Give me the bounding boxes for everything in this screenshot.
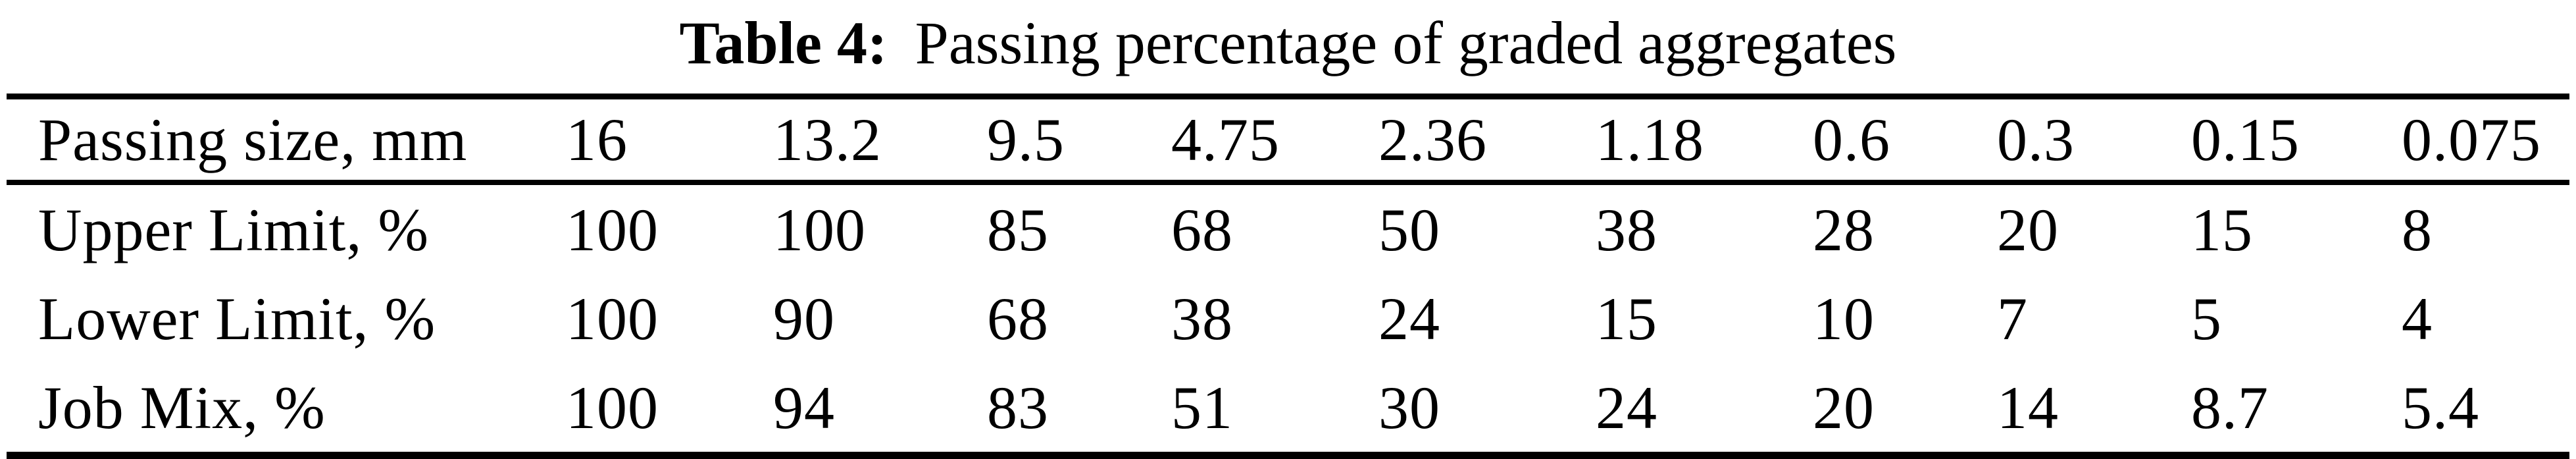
value-cell: 20 — [1997, 196, 2059, 263]
value-cell: 51 — [1171, 373, 1233, 441]
value-cell: 8 — [2402, 196, 2433, 263]
header-row-passing-size: Passing size, mm 16 13.2 9.5 4.75 2.36 1… — [7, 96, 2569, 185]
value-cell: 30 — [1378, 373, 1440, 441]
value-cell: 8.7 — [2191, 373, 2269, 441]
value-cell: 28 — [1813, 196, 1875, 263]
row-label: Lower Limit, % — [38, 284, 436, 352]
table-caption-text: Passing percentage of graded aggregates — [915, 9, 1897, 76]
value-cell: 5 — [2191, 284, 2222, 352]
row-label: Job Mix, % — [38, 373, 326, 441]
value-cell: 38 — [1596, 196, 1657, 263]
header-value-cell: 0.6 — [1813, 96, 1997, 185]
table-caption-number: Table 4: — [679, 9, 888, 76]
value-cell: 100 — [566, 196, 659, 263]
value-cell: 68 — [1171, 196, 1233, 263]
table-caption: Table 4: Passing percentage of graded agg… — [0, 0, 2576, 94]
table-row-upper-limit: Upper Limit, % 100 100 85 68 50 38 28 20… — [7, 182, 2569, 274]
value-cell: 83 — [987, 373, 1049, 441]
header-value-cell: 16 — [566, 96, 773, 185]
value-cell: 68 — [987, 284, 1049, 352]
value-cell: 24 — [1378, 284, 1440, 352]
value-cell: 14 — [1997, 373, 2059, 441]
value-cell: 50 — [1378, 196, 1440, 263]
header-value-cell: 0.075 — [2402, 96, 2569, 185]
value-cell: 100 — [773, 196, 866, 263]
header-value-cell: 0.3 — [1997, 96, 2191, 185]
header-value-cell: 13.2 — [773, 96, 987, 185]
value-cell: 24 — [1596, 373, 1657, 441]
value-cell: 85 — [987, 196, 1049, 263]
header-value-cell: 9.5 — [987, 96, 1171, 185]
value-cell: 15 — [2191, 196, 2253, 263]
value-cell: 4 — [2402, 284, 2433, 352]
value-cell: 100 — [566, 284, 659, 352]
value-cell: 100 — [566, 373, 659, 441]
value-cell: 20 — [1813, 373, 1875, 441]
value-cell: 38 — [1171, 284, 1233, 352]
row-label: Upper Limit, % — [38, 196, 429, 263]
value-cell: 15 — [1596, 284, 1657, 352]
table-row-job-mix: Job Mix, % 100 94 83 51 30 24 20 14 8.7 … — [7, 363, 2569, 456]
value-cell: 7 — [1997, 284, 2028, 352]
header-value-cell: 1.18 — [1596, 96, 1813, 185]
header-value-cell: 0.15 — [2191, 96, 2402, 185]
value-cell: 5.4 — [2402, 373, 2479, 441]
graded-aggregates-table: Passing size, mm 16 13.2 9.5 4.75 2.36 1… — [7, 94, 2569, 459]
value-cell: 94 — [773, 373, 835, 441]
value-cell: 10 — [1813, 284, 1875, 352]
header-value-cell: 2.36 — [1378, 96, 1596, 185]
table-row-lower-limit: Lower Limit, % 100 90 68 38 24 15 10 7 5… — [7, 274, 2569, 363]
header-row-label: Passing size, mm — [7, 96, 566, 185]
header-value-cell: 4.75 — [1171, 96, 1378, 185]
value-cell: 90 — [773, 284, 835, 352]
